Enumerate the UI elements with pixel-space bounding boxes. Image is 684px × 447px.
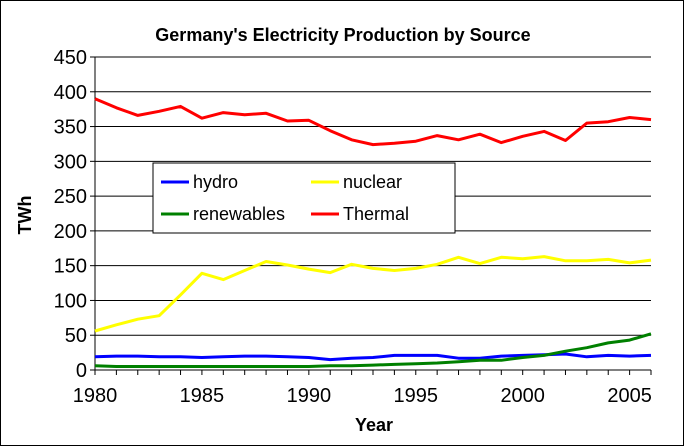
x-tick-label: 2000: [500, 385, 545, 407]
x-tick-label: 1980: [73, 385, 118, 407]
series-lines: [94, 97, 652, 368]
x-tick-label: 1990: [287, 385, 332, 407]
x-tick-label: 1995: [394, 385, 439, 407]
legend-label: renewables: [193, 204, 285, 224]
series-line-thermal: [94, 97, 652, 147]
axes: [90, 56, 652, 375]
y-tick-labels: 0 50 100 150 200 250 300 350 400 450: [54, 47, 87, 382]
x-tick-label: 1985: [180, 385, 225, 407]
y-tick-label: 250: [54, 186, 87, 208]
y-tick-label: 350: [54, 117, 87, 139]
chart-title: Germany's Electricity Production by Sour…: [155, 25, 530, 45]
y-tick-label: 450: [54, 47, 87, 69]
x-tick-labels: 1980 1985 1990 1995 2000 2005: [73, 385, 652, 407]
series-line-hydro: [94, 352, 652, 362]
y-tick-label: 400: [54, 82, 87, 104]
y-tick-label: 50: [65, 325, 87, 347]
y-tick-label: 100: [54, 290, 87, 312]
series-line-nuclear: [94, 255, 652, 333]
legend: hydro nuclear renewables Thermal: [152, 162, 456, 234]
legend-label: hydro: [193, 172, 238, 192]
legend-label: Thermal: [343, 204, 409, 224]
x-axis-label: Year: [355, 415, 393, 435]
y-tick-label: 150: [54, 256, 87, 278]
y-tick-label: 200: [54, 221, 87, 243]
x-tick-label: 2005: [607, 385, 652, 407]
y-tick-label: 0: [76, 360, 87, 382]
y-tick-label: 300: [54, 151, 87, 173]
legend-label: nuclear: [343, 172, 402, 192]
series-line-renewables: [94, 332, 652, 368]
y-axis-label: TWh: [15, 196, 35, 235]
legend-box: [152, 162, 456, 234]
